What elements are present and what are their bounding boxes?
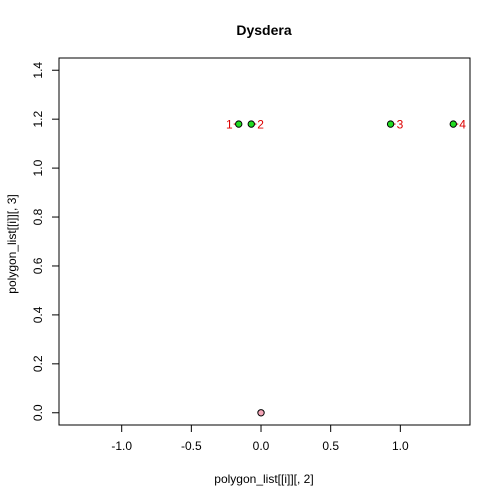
point-label: 1	[226, 118, 233, 132]
data-point	[386, 120, 395, 128]
y-tick-label: 1.0	[31, 159, 45, 176]
y-tick-label: 0.0	[31, 404, 45, 421]
y-tick-label: 0.8	[31, 208, 45, 225]
x-tick-label: 1.0	[392, 439, 409, 453]
x-axis-label: polygon_list[[i]][, 2]	[214, 472, 313, 486]
data-point	[257, 409, 265, 417]
y-tick-label: 1.4	[31, 62, 45, 79]
data-points: 1 2 3 4	[226, 118, 466, 417]
point-label: 2	[257, 118, 264, 132]
y-axis: 0.0 0.2 0.4 0.6 0.8 1.0 1.2 1.4	[31, 62, 60, 421]
chart-title: Dysdera	[236, 22, 291, 38]
point-label: 3	[397, 118, 404, 132]
y-tick-label: 0.6	[31, 257, 45, 274]
data-point	[235, 120, 243, 128]
y-axis-label: polygon_list[[i]][, 3]	[5, 194, 19, 293]
x-tick-label: -0.5	[181, 439, 202, 453]
plot-area-frame	[58, 57, 471, 426]
x-axis: -1.0 -0.5 0.0 0.5 1.0	[111, 424, 409, 453]
x-tick-label: -1.0	[111, 439, 132, 453]
point-label: 4	[459, 118, 466, 132]
y-tick-label: 0.4	[31, 306, 45, 323]
x-tick-label: 0.5	[322, 439, 339, 453]
data-point	[247, 120, 255, 128]
y-tick-label: 0.2	[31, 355, 45, 372]
x-tick-label: 0.0	[253, 439, 270, 453]
data-point	[449, 120, 457, 128]
y-tick-label: 1.2	[31, 111, 45, 128]
